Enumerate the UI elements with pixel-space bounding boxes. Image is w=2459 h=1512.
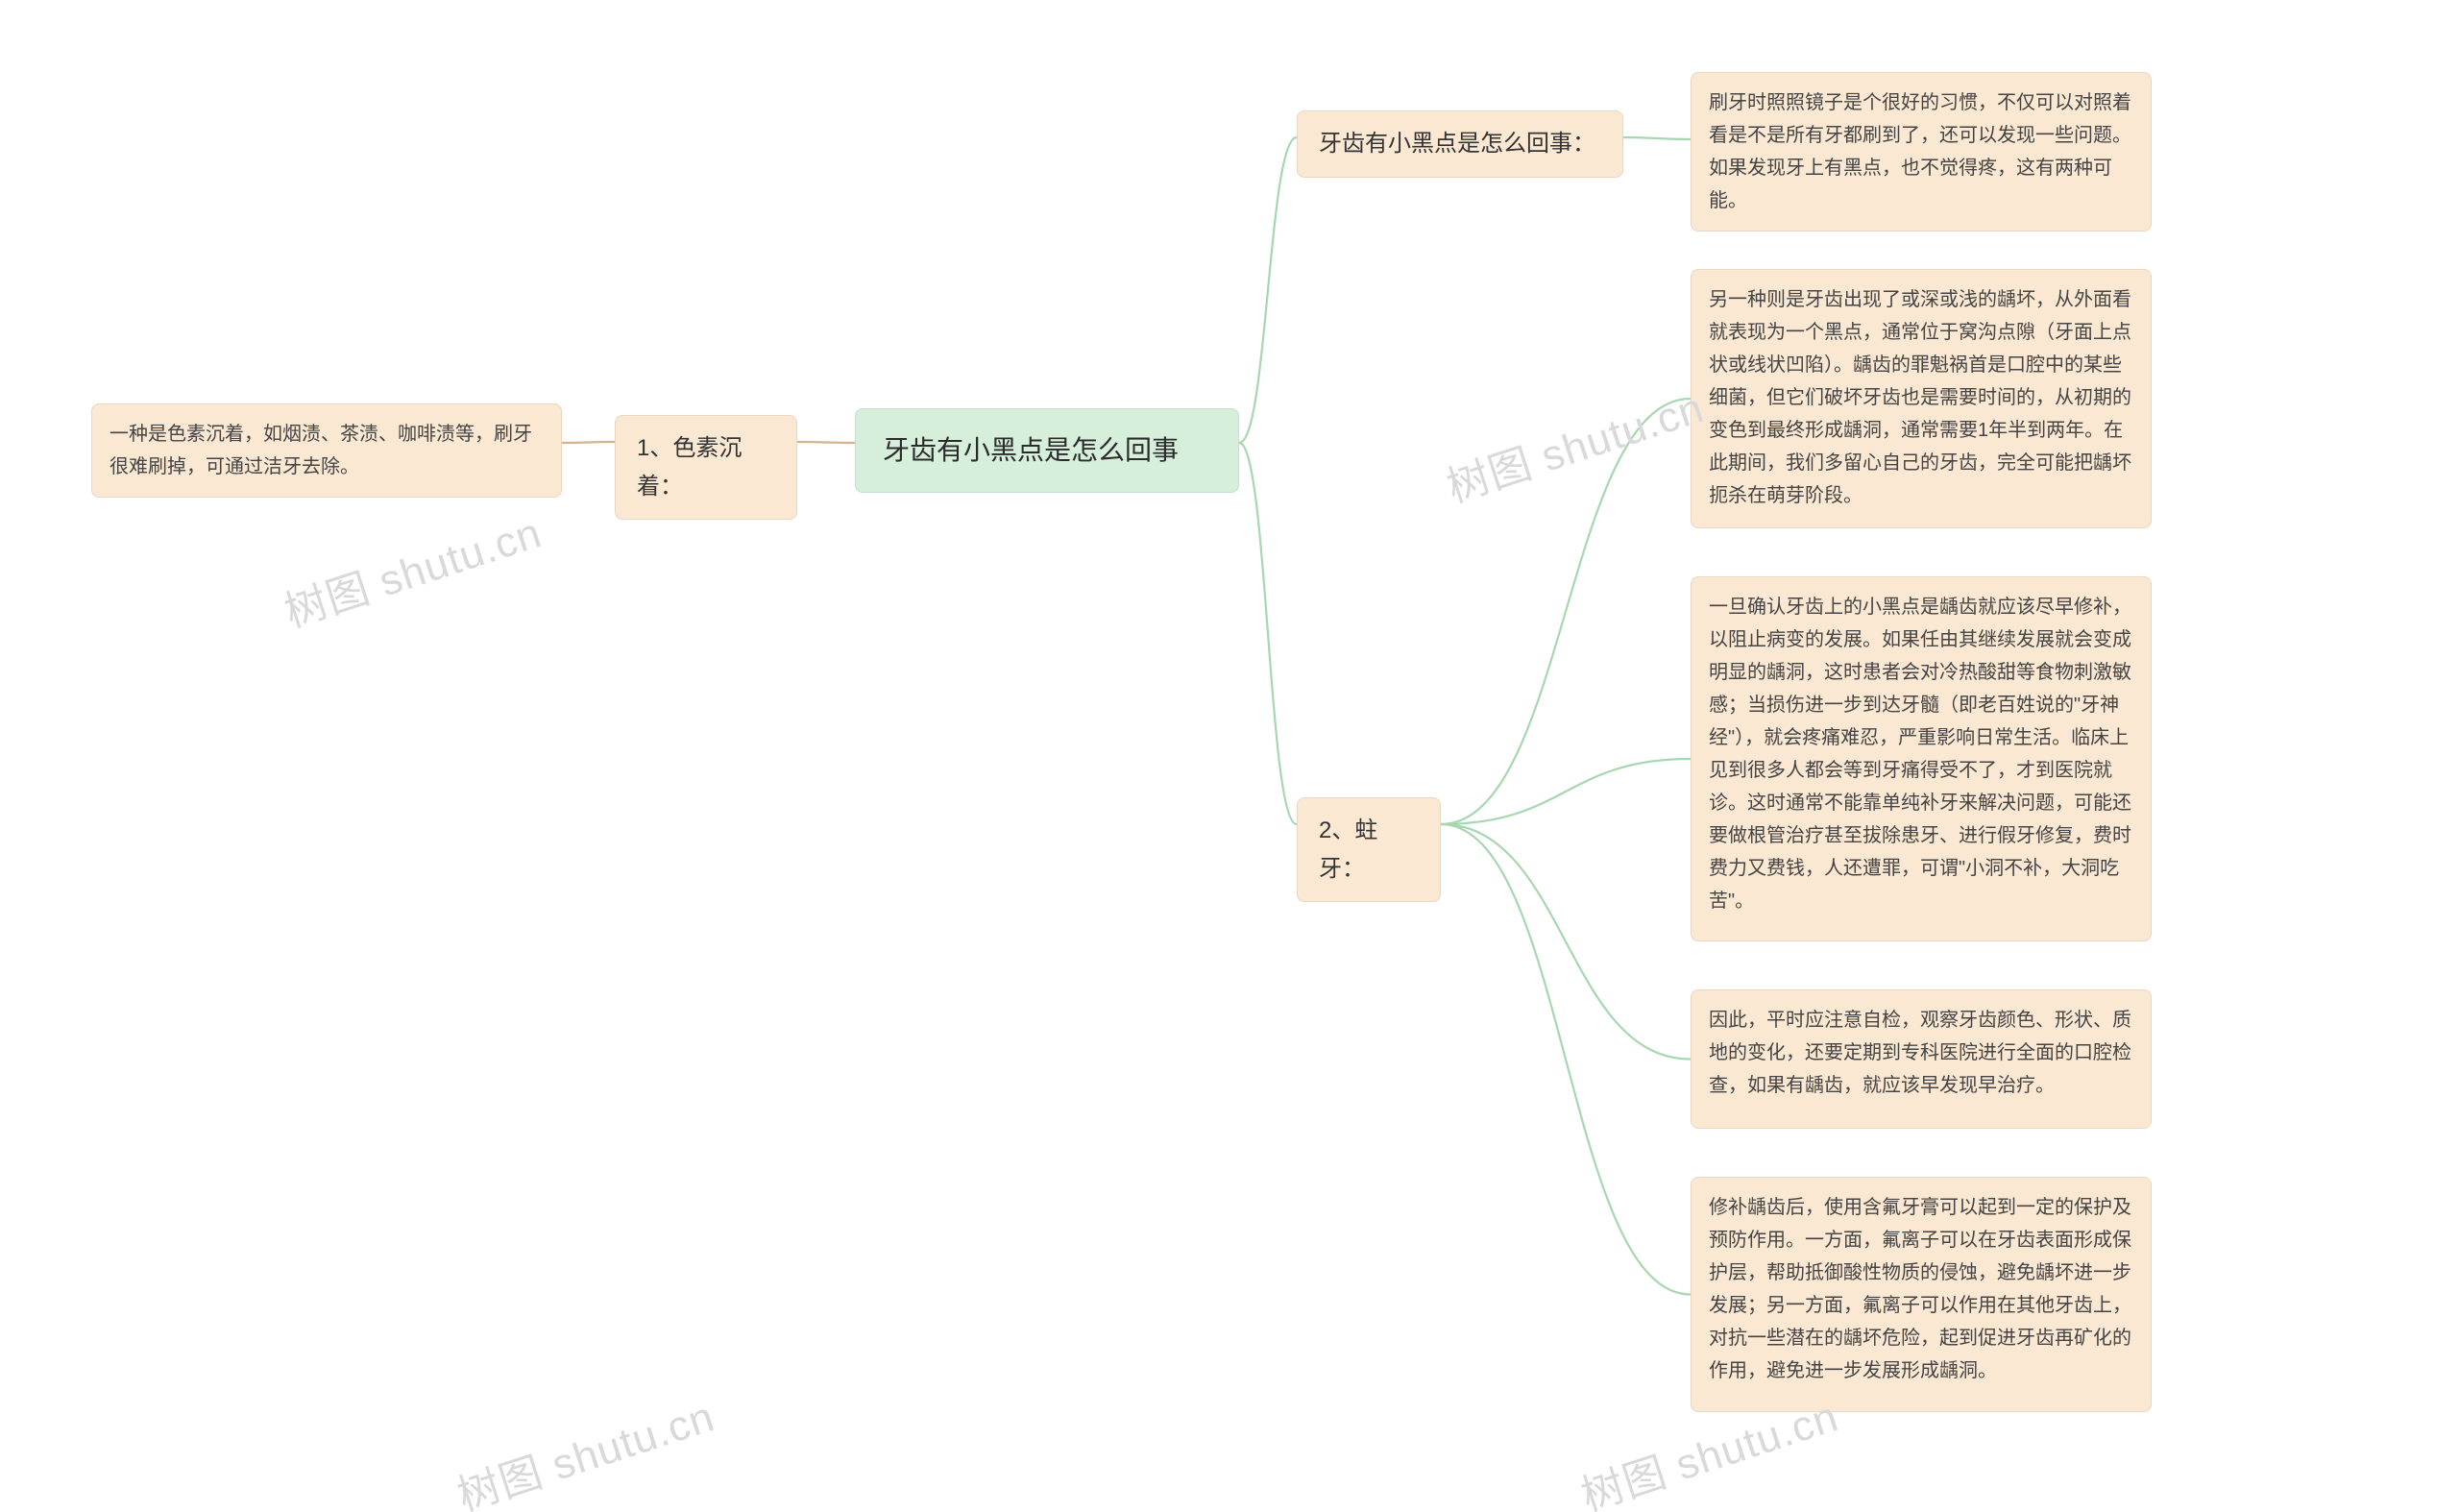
watermark: 树图 shutu.cn [449, 1382, 721, 1512]
branch-cavity: 2、蛀牙： [1297, 797, 1441, 902]
leaf-cavity-3: 因此，平时应注意自检，观察牙齿颜色、形状、质地的变化，还要定期到专科医院进行全面… [1691, 989, 2152, 1129]
leaf-pigmentation-desc: 一种是色素沉着，如烟渍、茶渍、咖啡渍等，刷牙很难刷掉，可通过洁牙去除。 [91, 403, 562, 498]
watermark: 树图 shutu.cn [1438, 374, 1711, 515]
leaf-cavity-2: 一旦确认牙齿上的小黑点是龋齿就应该尽早修补，以阻止病变的发展。如果任由其继续发展… [1691, 576, 2152, 941]
mindmap-root: 牙齿有小黑点是怎么回事 [855, 408, 1239, 493]
leaf-cavity-4: 修补龋齿后，使用含氟牙膏可以起到一定的保护及预防作用。一方面，氟离子可以在牙齿表… [1691, 1177, 2152, 1412]
branch-whatisit: 牙齿有小黑点是怎么回事： [1297, 110, 1623, 178]
leaf-cavity-1: 另一种则是牙齿出现了或深或浅的龋坏，从外面看就表现为一个黑点，通常位于窝沟点隙（… [1691, 269, 2152, 528]
watermark: 树图 shutu.cn [276, 499, 548, 640]
branch-pigmentation: 1、色素沉着： [615, 415, 797, 520]
leaf-whatisit-desc: 刷牙时照照镜子是个很好的习惯，不仅可以对照着看是不是所有牙都刷到了，还可以发现一… [1691, 72, 2152, 232]
